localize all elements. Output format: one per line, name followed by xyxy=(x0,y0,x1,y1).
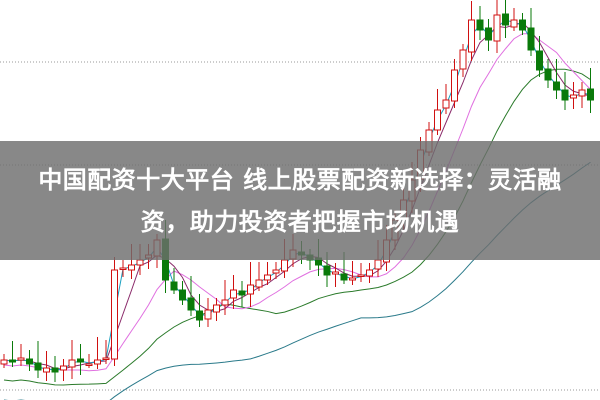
candle-up xyxy=(442,99,450,109)
candle-up xyxy=(119,267,127,270)
candle-up xyxy=(128,264,135,271)
candle-up xyxy=(136,259,144,266)
candle-down xyxy=(9,359,16,363)
candle-up xyxy=(332,271,339,275)
candle-up xyxy=(281,259,288,272)
candle-up xyxy=(459,49,467,70)
candle-up xyxy=(85,363,93,366)
candle-down xyxy=(170,281,178,291)
candle-up xyxy=(68,359,76,368)
candle-down xyxy=(179,289,186,301)
candle-down xyxy=(323,265,331,276)
candle-down xyxy=(536,50,543,71)
candle-up xyxy=(366,269,373,277)
candle-up xyxy=(510,19,518,28)
candle-up xyxy=(204,309,212,320)
ma20-line xyxy=(3,33,591,372)
candle-down xyxy=(77,358,84,363)
candle-up xyxy=(213,304,220,313)
candle-down xyxy=(34,362,42,371)
headline-overlay: 中国配资十大平台 线上股票配资新选择：灵活融资，助力投资者把握市场机遇 xyxy=(0,141,600,260)
candle-up xyxy=(374,259,382,270)
candle-up xyxy=(272,269,280,274)
candle-down xyxy=(527,27,535,51)
candle-up xyxy=(570,94,577,99)
candle-down xyxy=(51,367,59,373)
candle-up xyxy=(60,365,67,371)
candle-down xyxy=(519,19,526,31)
candle-up xyxy=(230,289,237,299)
candle-up xyxy=(434,109,441,131)
candle-down xyxy=(587,88,594,101)
candle-up xyxy=(94,359,101,365)
candle-down xyxy=(340,273,348,281)
candle-down xyxy=(196,310,203,321)
candle-down xyxy=(26,358,33,365)
candle-down xyxy=(238,290,246,296)
candle-up xyxy=(102,357,110,360)
candle-up xyxy=(349,277,356,281)
candle-down xyxy=(561,89,569,101)
candle-up xyxy=(357,274,365,277)
candle-up xyxy=(255,279,263,288)
candle-up xyxy=(451,69,458,102)
candle-down xyxy=(187,297,195,311)
headline: 中国配资十大平台 线上股票配资新选择：灵活融资，助力投资者把握市场机遇 xyxy=(38,165,562,236)
candle-up xyxy=(0,359,8,365)
candle-down xyxy=(502,13,509,26)
candle-up xyxy=(578,89,586,97)
candle-up xyxy=(111,269,118,360)
candle-down xyxy=(544,68,552,81)
candle-up xyxy=(247,284,254,295)
candle-up xyxy=(264,274,271,281)
candle-up xyxy=(493,14,501,42)
candle-up xyxy=(17,357,25,361)
candle-down xyxy=(553,81,560,91)
candle-up xyxy=(468,19,475,53)
candle-up xyxy=(43,367,50,373)
ma60-line xyxy=(3,68,591,386)
candle-down xyxy=(485,27,492,41)
candle-up xyxy=(221,299,229,306)
candle-down xyxy=(476,19,484,31)
